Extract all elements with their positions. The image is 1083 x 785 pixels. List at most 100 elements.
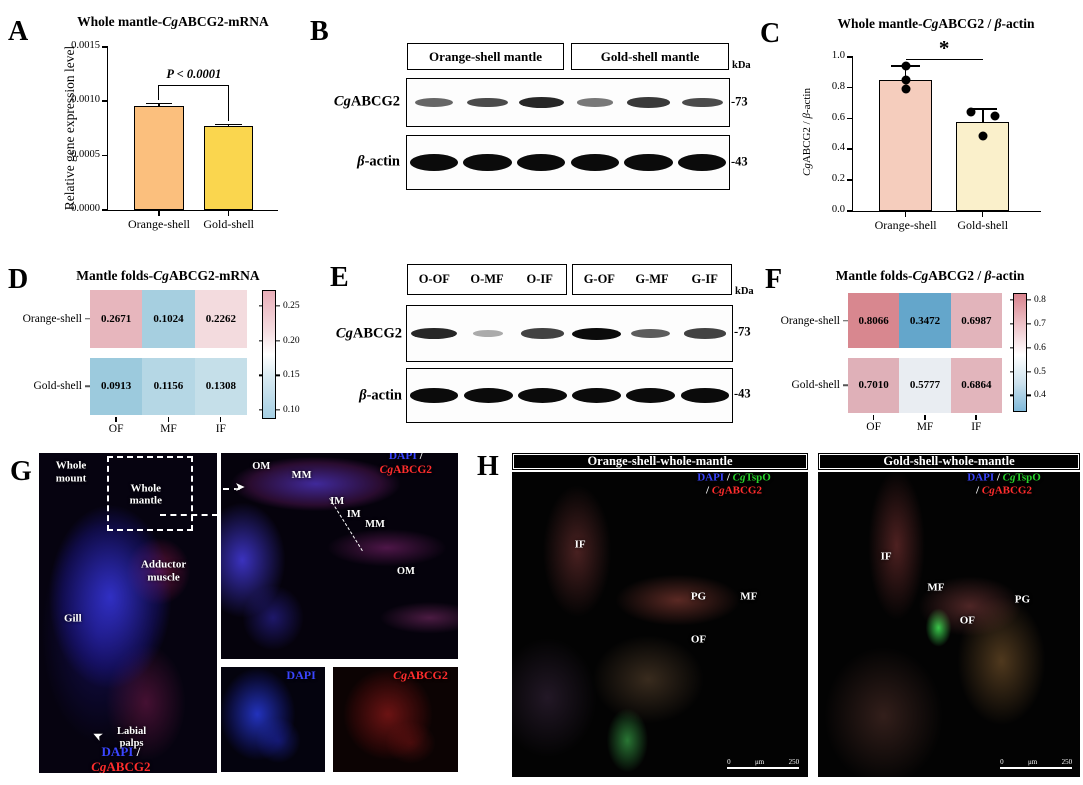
heatmap-row-tick [85, 318, 90, 320]
text-segment: / [994, 472, 1003, 484]
colorbar-tick [275, 374, 280, 376]
tissue-label: Whole mount [55, 459, 87, 485]
colorbar-tick [1026, 347, 1031, 349]
whole-mantle-box-label: Whole mantle [129, 481, 162, 507]
text-segment: ABCG2-mRNA [178, 14, 269, 29]
panel-d: D Mantle folds-CgABCG2-mRNA 0.2671 0.1024… [8, 262, 308, 448]
colorbar-tick-label: 0.8 [1034, 294, 1046, 305]
panel-f: F Mantle folds-CgABCG2 / β-actin 0.8066 0… [748, 262, 1083, 448]
heatmap-cell: 0.8066 [848, 293, 900, 349]
panel-e: E O-OF O-MF O-IF G-OF G-MF G-IF kDa CgABCG2 … [318, 262, 754, 448]
protein-band [631, 328, 671, 339]
x-axis-tick [227, 210, 230, 216]
protein-band [678, 154, 727, 171]
y-axis-tick [847, 86, 853, 89]
colorbar-tick-label: 0.20 [283, 335, 300, 346]
blot-e-row2-label: β-actin [302, 388, 402, 405]
heatmap-row-label: Gold-shell [791, 379, 840, 392]
heatmap-row-label: Orange-shell [22, 312, 82, 325]
bar-gold-shell [204, 126, 254, 210]
tissue-label: OM [252, 461, 271, 473]
colorbar-tick-label: 0.10 [283, 404, 300, 415]
chart-f-title: Mantle folds-CgABCG2 / β-actin [830, 268, 1030, 284]
data-point [901, 75, 911, 85]
text-segment: Mantle folds- [835, 268, 913, 283]
protein-band [576, 98, 613, 107]
y-axis-tick [847, 56, 853, 58]
chart-a-title: Whole mantle-CgABCG2-mRNA [58, 14, 288, 30]
data-point [990, 111, 1000, 121]
text-segment: DAPI [101, 744, 134, 760]
colorbar-tick-inner [1010, 299, 1014, 301]
error-bar-cap [215, 123, 242, 126]
blot-b-marker-73: -73 [731, 94, 748, 109]
heatmap-col-label: OF [866, 421, 882, 433]
protein-band [463, 154, 512, 171]
significance-bracket-leg [227, 85, 229, 121]
blot-b-marker-43: -43 [731, 154, 748, 169]
heatmap-cell: 0.2671 [90, 290, 143, 348]
colorbar-tick-inner [1010, 370, 1014, 373]
channel-legend: DAPI [286, 669, 315, 684]
text-segment: ABCG2 [393, 463, 433, 476]
protein-band [517, 154, 566, 171]
y-axis-tick-label: 0.0 [831, 204, 845, 215]
chart-d-title: Mantle folds-CgABCG2-mRNA [68, 268, 268, 284]
tissue-label: MM [365, 519, 385, 531]
blot-e-marker-73: -73 [734, 324, 751, 339]
text-segment: DAPI [388, 453, 417, 463]
heatmap-cell-value: 0.8066 [858, 314, 889, 327]
x-axis-tick [904, 211, 907, 217]
y-axis-tick [102, 46, 108, 48]
channel-legend: CgABCG2 [393, 669, 448, 684]
text-segment: DAPI [697, 472, 725, 484]
heatmap-col-tick [219, 417, 222, 422]
heatmap-col-tick [167, 417, 169, 422]
tissue-label: IF [574, 538, 586, 551]
tissue-label: MF [740, 590, 758, 603]
heatmap-cell-value: 0.5777 [909, 379, 941, 392]
text-segment: Cg [379, 463, 394, 476]
tissue-label: Labial palps [116, 725, 147, 749]
colorbar-tick [1026, 299, 1031, 301]
blot-b-group-gold: Gold-shell mantle [571, 43, 729, 70]
chart-d-heatmap: 0.2671 0.1024 0.2262 Orange-shell 0.0913 0.11… [23, 290, 247, 435]
y-axis-tick-label: 0.0005 [71, 148, 100, 160]
lane-label: G-IF [691, 272, 718, 286]
heatmap-cell-value: 0.3472 [909, 314, 941, 327]
tissue-label: MF [927, 581, 945, 594]
protein-band [626, 388, 676, 403]
y-axis-tick [847, 117, 853, 120]
heatmap-cell: 0.7010 [848, 357, 900, 413]
heatmap-cell: 0.6987 [950, 293, 1002, 349]
text-segment: Whole mantle- [837, 16, 923, 31]
y-axis-tick [847, 179, 853, 181]
colorbar-tick-label: 0.4 [1034, 390, 1046, 401]
x-axis-category-label: Orange-shell [874, 218, 937, 232]
colorbar-tick-label: 0.25 [283, 301, 300, 312]
channel-legend: DAPI / CgTspO / CgABCG2 [697, 472, 771, 497]
tissue-label: OM [396, 566, 415, 578]
text-segment: ABCG2 [724, 484, 762, 497]
text-segment: ABCG2 [352, 325, 402, 342]
heatmap-cell-value: 0.6987 [961, 314, 992, 327]
protein-band [681, 97, 723, 108]
scale-max: 250 [788, 758, 800, 767]
text-segment: ABCG2 [106, 759, 151, 773]
whole-mantle-dashed-box [106, 456, 193, 531]
significance-label: P < 0.0001 [166, 67, 222, 82]
data-point [978, 131, 988, 141]
h-gold-title-bar: Gold-shell-whole-mantle [818, 453, 1080, 470]
heatmap-row: 0.7010 0.5777 0.6864 [848, 357, 1002, 413]
protein-band [463, 388, 513, 403]
scale-unit: μm [1028, 758, 1038, 767]
chart-f-colorbar: 0.8 0.7 0.6 0.5 0.4 [1010, 293, 1046, 412]
error-bar [158, 103, 160, 106]
heatmap-cell: 0.1308 [194, 357, 247, 415]
blot-b-row2-label: β-actin [300, 154, 400, 171]
significance-line [905, 59, 983, 61]
panel-letter-f: F [765, 264, 783, 295]
y-axis-tick [102, 154, 108, 157]
blot-b-group-orange-label: Orange-shell mantle [428, 48, 542, 64]
heatmap-cell-value: 0.2671 [101, 312, 132, 325]
